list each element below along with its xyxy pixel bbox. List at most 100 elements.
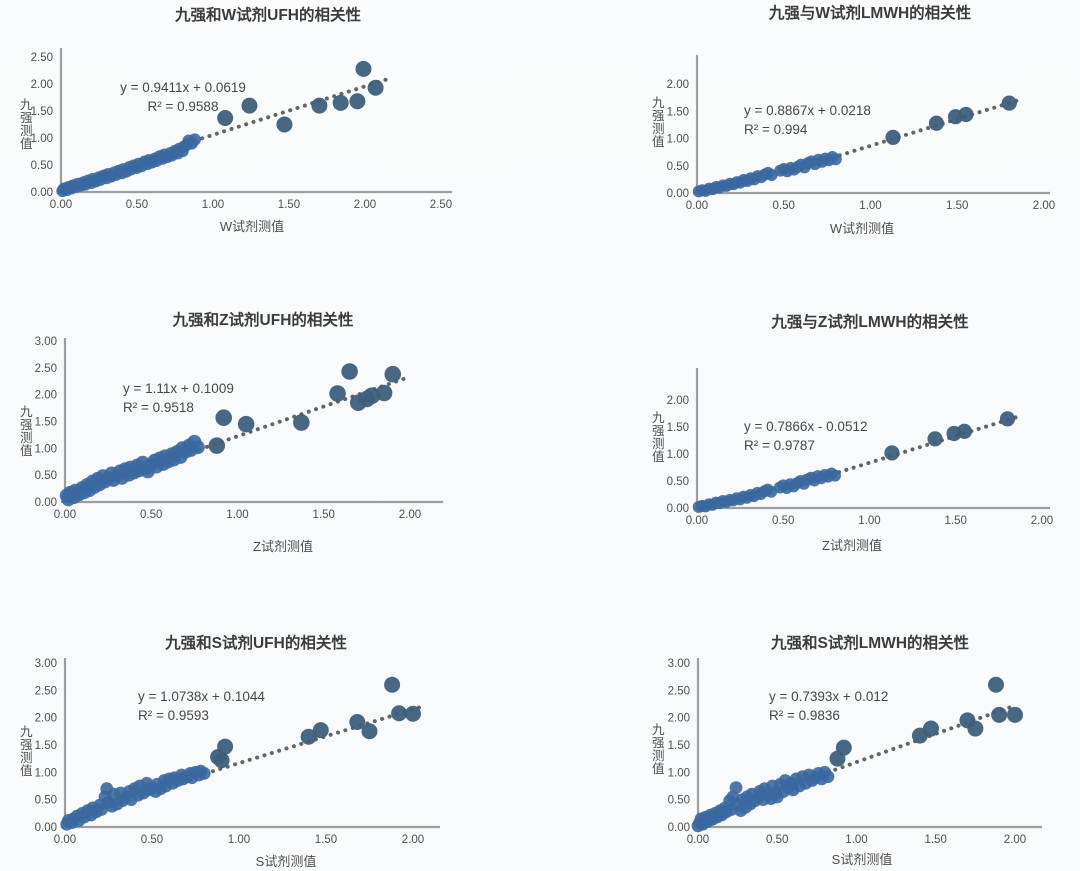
x-tick-label: 2.00 xyxy=(1031,515,1053,527)
outlier-points-group xyxy=(829,676,1023,767)
data-point xyxy=(197,766,211,780)
y-tick-label: 3.00 xyxy=(35,336,57,348)
outlier-point xyxy=(928,115,945,131)
outlier-point xyxy=(384,676,401,693)
outlier-point xyxy=(1007,706,1023,723)
x-axis-title: W试剂测值 xyxy=(830,221,894,236)
chart-title: 九强和S试剂UFH的相关性 xyxy=(164,633,347,652)
r-squared-value: R² = 0.9836 xyxy=(769,708,840,723)
x-tick-label: 1.00 xyxy=(202,199,224,211)
trendline-equation: y = 0.9411x + 0.0619 xyxy=(120,80,246,95)
x-tick-label: 0.00 xyxy=(687,834,709,846)
outlier-point xyxy=(237,415,255,433)
x-tick-label: 1.00 xyxy=(858,515,880,527)
outlier-point xyxy=(215,409,232,426)
trendline xyxy=(197,376,407,452)
x-tick-label: 0.00 xyxy=(686,515,708,527)
trendline xyxy=(829,414,1022,477)
x-tick-label: 0.00 xyxy=(686,200,708,212)
x-tick-label: 1.50 xyxy=(313,509,335,521)
x-tick-label: 1.00 xyxy=(228,834,250,846)
y-tick-label: 2.00 xyxy=(35,713,57,725)
outlier-point xyxy=(384,365,402,383)
data-points-group xyxy=(691,765,835,833)
y-tick-label: 0.00 xyxy=(35,497,57,509)
y-tick-label: 0.50 xyxy=(35,470,57,482)
outlier-point xyxy=(217,738,234,755)
y-tick-label: 2.50 xyxy=(35,685,57,697)
chart-w-lmwh: 0.00 0.50 1.00 1.50 2.00 0.00 0.50 1.00 1.50 2.00… xyxy=(652,3,1055,236)
outlier-point xyxy=(276,116,293,133)
chart-s-lmwh: 0.00 0.50 1.00 1.50 2.00 0.00 0.50 1.00 1.50 2.00… xyxy=(652,633,1042,867)
x-tick-label: 2.00 xyxy=(1004,834,1026,846)
trendline xyxy=(830,97,1024,160)
x-tick-label: 2.00 xyxy=(399,509,421,521)
trendline-equation: y = 1.11x + 0.1009 xyxy=(123,381,234,396)
x-tick-label: 0.50 xyxy=(140,509,162,521)
data-point xyxy=(829,469,841,482)
x-tick-label: 0.50 xyxy=(772,515,794,527)
outlier-point xyxy=(967,720,984,737)
r-squared-value: R² = 0.9787 xyxy=(744,438,815,453)
outlier-point xyxy=(885,129,901,146)
y-tick-label: 0.50 xyxy=(35,795,57,807)
outlier-point xyxy=(927,431,943,447)
outlier-point xyxy=(367,79,384,96)
outlier-point xyxy=(958,106,974,123)
outlier-point xyxy=(341,363,358,380)
x-axis-title: Z试剂测值 xyxy=(253,539,313,554)
y-axis-title: 九强测值 xyxy=(652,723,665,776)
outlier-point xyxy=(312,722,329,739)
data-points-group xyxy=(59,434,205,507)
x-tick-label: 0.00 xyxy=(54,509,76,521)
r-squared-value: R² = 0.994 xyxy=(744,122,808,137)
outlier-point xyxy=(293,414,310,431)
y-tick-label: 1.50 xyxy=(31,106,53,118)
y-tick-label: 0.50 xyxy=(667,476,689,488)
y-tick-label: 0.50 xyxy=(31,160,53,172)
y-tick-label: 0.00 xyxy=(667,188,689,200)
x-tick-label: 1.50 xyxy=(946,200,968,212)
trendline-equation: y = 0.7393x + 0.012 xyxy=(769,689,888,704)
outlier-point xyxy=(208,437,226,454)
y-tick-label: 0.50 xyxy=(667,161,689,173)
y-tick-label: 1.50 xyxy=(668,740,690,752)
x-axis-title: S试剂测值 xyxy=(832,852,893,867)
y-axis-title: 九强测值 xyxy=(20,98,33,151)
x-tick-label: 2.00 xyxy=(402,834,424,846)
y-axis-title: 九强测值 xyxy=(20,725,33,778)
y-tick-label: 3.00 xyxy=(35,658,57,670)
x-tick-label: 0.50 xyxy=(766,834,788,846)
data-point xyxy=(821,770,835,784)
data-points-group xyxy=(60,764,211,831)
y-tick-label: 2.00 xyxy=(667,395,689,407)
x-axis-title: S试剂测值 xyxy=(256,854,317,869)
y-tick-label: 0.00 xyxy=(668,822,690,834)
r-squared-value: R² = 0.9518 xyxy=(123,400,194,415)
trendline-equation: y = 1.0738x + 0.1044 xyxy=(138,689,265,704)
r-squared-value: R² = 0.9588 xyxy=(148,99,219,114)
outlier-points-group xyxy=(884,411,1016,461)
x-tick-label: 1.50 xyxy=(925,834,947,846)
chart-title: 九强与W试剂LMWH的相关性 xyxy=(768,3,972,22)
x-tick-label: 1.00 xyxy=(845,834,867,846)
outlier-point xyxy=(355,60,372,77)
chart-s-ufh: 0.00 0.50 1.00 1.50 2.00 0.00 0.50 1.00 1.50 2.00… xyxy=(20,633,440,869)
x-tick-label: 1.50 xyxy=(278,199,300,211)
x-tick-label: 0.00 xyxy=(54,834,76,846)
y-tick-label: 1.00 xyxy=(667,134,689,146)
x-tick-label: 0.50 xyxy=(126,199,148,211)
y-tick-label: 1.00 xyxy=(668,767,690,779)
y-tick-label: 1.00 xyxy=(667,449,689,461)
y-tick-label: 1.50 xyxy=(667,106,689,118)
outlier-point xyxy=(391,705,408,722)
y-tick-label: 2.00 xyxy=(31,79,53,91)
y-tick-label: 3.00 xyxy=(668,658,690,670)
outlier-point xyxy=(405,705,421,722)
data-point xyxy=(829,153,842,166)
outlier-point xyxy=(991,706,1008,723)
y-axis-title: 九强测值 xyxy=(652,96,665,149)
outlier-point xyxy=(956,423,972,439)
outlier-point xyxy=(349,93,366,110)
